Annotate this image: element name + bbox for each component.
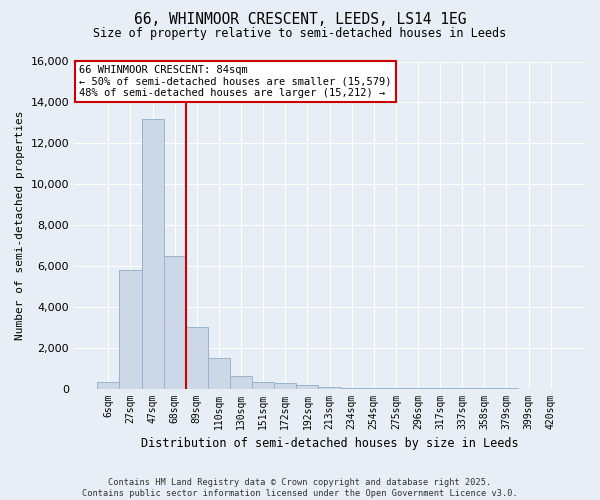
Text: 66 WHINMOOR CRESCENT: 84sqm
← 50% of semi-detached houses are smaller (15,579)
4: 66 WHINMOOR CRESCENT: 84sqm ← 50% of sem… (79, 65, 392, 98)
Bar (319, 386, 341, 388)
Bar (230, 376, 252, 388)
Bar (252, 382, 274, 388)
Bar (97, 382, 119, 388)
Text: 66, WHINMOOR CRESCENT, LEEDS, LS14 1EG: 66, WHINMOOR CRESCENT, LEEDS, LS14 1EG (134, 12, 466, 28)
Y-axis label: Number of semi-detached properties: Number of semi-detached properties (15, 110, 25, 340)
Bar (274, 384, 296, 388)
Bar (142, 118, 164, 388)
Bar (296, 386, 319, 388)
Text: Contains HM Land Registry data © Crown copyright and database right 2025.
Contai: Contains HM Land Registry data © Crown c… (82, 478, 518, 498)
Bar (186, 327, 208, 388)
Bar (164, 256, 186, 388)
Text: Size of property relative to semi-detached houses in Leeds: Size of property relative to semi-detach… (94, 28, 506, 40)
X-axis label: Distribution of semi-detached houses by size in Leeds: Distribution of semi-detached houses by … (141, 437, 518, 450)
Bar (119, 270, 142, 388)
Bar (208, 358, 230, 388)
